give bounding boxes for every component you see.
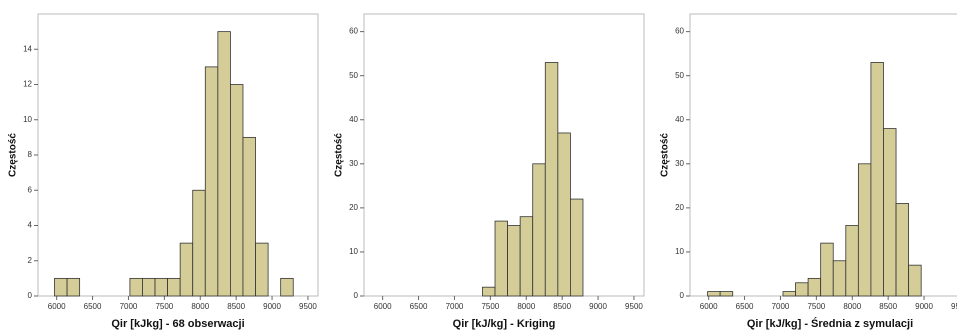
bar <box>242 136 256 297</box>
bar <box>204 66 219 297</box>
x-axis-title: Qir [kJ/kg] - Średnia z symulacji <box>747 317 913 330</box>
x-tick-label: 6500 <box>84 302 102 311</box>
y-tick-label: 50 <box>349 71 358 80</box>
bar <box>255 242 269 297</box>
x-tick-label: 8000 <box>517 302 535 311</box>
x-tick-label: 7500 <box>155 302 173 311</box>
bar <box>857 163 872 297</box>
bar <box>129 277 143 297</box>
x-tick-label: 9500 <box>625 302 643 311</box>
x-tick-label: 6500 <box>410 302 428 311</box>
y-tick-label: 10 <box>349 247 358 256</box>
x-tick-label: 6000 <box>48 302 66 311</box>
bar <box>719 291 734 297</box>
bar <box>280 277 294 297</box>
bar <box>820 242 834 297</box>
y-tick-label: 0 <box>354 291 359 300</box>
bar <box>557 132 571 297</box>
bar <box>845 225 859 297</box>
x-tick-label: 7000 <box>772 302 790 311</box>
bar <box>167 277 181 297</box>
x-tick-label: 7500 <box>481 302 499 311</box>
plot-area <box>37 13 319 297</box>
y-tick-label: 12 <box>23 80 32 89</box>
bar <box>482 286 496 297</box>
bar <box>54 277 68 297</box>
bar <box>795 282 809 297</box>
x-tick-label: 8000 <box>843 302 861 311</box>
y-tick-label: 10 <box>23 115 32 124</box>
y-tick-label: 2 <box>28 256 33 265</box>
x-tick-label: 9000 <box>589 302 607 311</box>
y-tick-label: 6 <box>28 185 33 194</box>
y-tick-label: 50 <box>675 71 684 80</box>
y-tick-label: 30 <box>675 159 684 168</box>
x-tick-label: 8500 <box>227 302 245 311</box>
y-tick-label: 20 <box>349 203 358 212</box>
bar <box>807 277 822 297</box>
bar <box>217 31 231 297</box>
bar <box>532 163 546 297</box>
y-tick-label: 0 <box>680 291 685 300</box>
x-axis-title: Qir [kJkg] - 68 obserwacji <box>111 318 244 330</box>
x-tick-label: 9000 <box>915 302 933 311</box>
x-tick-label: 6000 <box>374 302 392 311</box>
x-tick-label: 8500 <box>879 302 897 311</box>
y-axis-title: Częstość <box>334 133 345 177</box>
x-tick-label: 6000 <box>700 302 718 311</box>
bar <box>192 189 206 297</box>
y-axis-title: Częstość <box>660 133 671 177</box>
bar <box>832 260 847 297</box>
x-tick-label: 7000 <box>446 302 464 311</box>
bar <box>142 277 156 297</box>
y-tick-label: 30 <box>349 159 358 168</box>
x-tick-label: 9500 <box>951 302 957 311</box>
x-tick-label: 7000 <box>120 302 138 311</box>
x-tick-label: 9000 <box>263 302 281 311</box>
y-tick-label: 60 <box>675 27 684 36</box>
bar <box>782 291 796 297</box>
bar <box>707 291 721 297</box>
bar <box>494 220 508 297</box>
y-tick-label: 20 <box>675 203 684 212</box>
bar <box>908 264 922 297</box>
bar <box>154 277 168 297</box>
y-tick-label: 0 <box>28 291 33 300</box>
x-tick-label: 7500 <box>807 302 825 311</box>
y-tick-label: 8 <box>28 150 33 159</box>
x-tick-label: 9500 <box>299 302 317 311</box>
x-axis-title: Qir [kJ/kg] - Kriging <box>453 318 556 330</box>
bar <box>544 62 559 297</box>
y-tick-label: 10 <box>675 247 684 256</box>
y-tick-label: 40 <box>675 115 684 124</box>
bar <box>179 242 194 297</box>
bar <box>895 203 910 297</box>
bar <box>570 198 584 297</box>
y-tick-label: 40 <box>349 115 358 124</box>
x-tick-label: 8500 <box>553 302 571 311</box>
x-tick-label: 8000 <box>191 302 209 311</box>
y-axis-title: Częstość <box>8 133 19 177</box>
y-tick-label: 60 <box>349 27 358 36</box>
bar <box>230 84 244 297</box>
bar <box>507 225 521 297</box>
y-tick-label: 4 <box>28 221 33 230</box>
x-tick-label: 6500 <box>736 302 754 311</box>
bar <box>66 277 81 297</box>
y-tick-label: 14 <box>23 44 32 53</box>
bar <box>519 216 534 297</box>
bar <box>883 128 897 297</box>
bar <box>870 62 884 297</box>
